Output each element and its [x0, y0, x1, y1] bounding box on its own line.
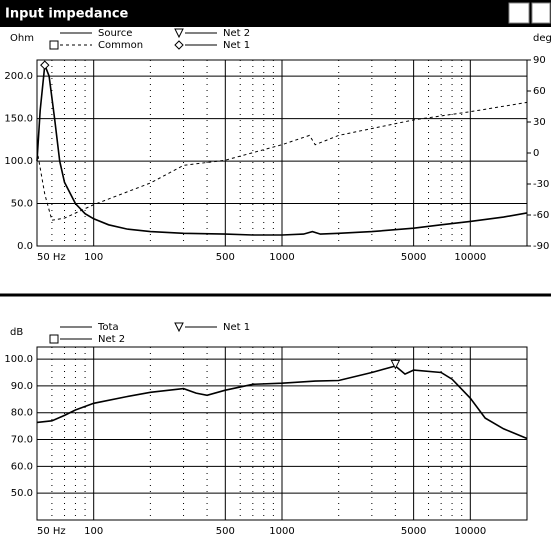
x-tick-label: 500 — [216, 252, 235, 263]
x-tick-label: 1000 — [269, 252, 294, 263]
y-tick-label: 100.0 — [4, 156, 33, 167]
x-tick-label: 10000 — [454, 252, 486, 263]
x-tick-label: 1000 — [269, 526, 294, 537]
x-tick-label: 50 Hz — [37, 526, 66, 537]
y-tick-label: 100.0 — [4, 354, 33, 365]
window-button[interactable] — [508, 2, 530, 24]
series-line — [36, 365, 528, 440]
data-marker — [390, 359, 401, 370]
legend-label: Source — [98, 28, 132, 39]
series-line — [36, 101, 528, 221]
x-tick-label: 100 — [84, 252, 103, 263]
legend-label: Net 1 — [223, 40, 250, 51]
legend-label: Net 1 — [223, 322, 250, 333]
title-bar — [0, 0, 551, 27]
window-title: Input impedance — [5, 7, 129, 22]
y2-tick-label: -30 — [533, 179, 549, 190]
y2-tick-label: -60 — [533, 210, 549, 221]
y-tick-label: 200.0 — [4, 71, 33, 82]
y2-tick-label: 90 — [533, 55, 546, 66]
y2-tick-label: 60 — [533, 86, 546, 97]
legend-marker — [174, 40, 184, 50]
y-tick-label: 60.0 — [11, 461, 33, 472]
series-line — [36, 64, 528, 236]
y2-axis-label: deg — [533, 33, 551, 44]
legend-marker — [174, 28, 184, 39]
y-tick-label: 90.0 — [11, 381, 33, 392]
y-tick-label: 70.0 — [11, 435, 33, 446]
legend-label: Net 2 — [98, 334, 125, 345]
legend-label: Net 2 — [223, 28, 250, 39]
y2-tick-label: -90 — [533, 241, 549, 252]
x-tick-label: 5000 — [401, 526, 426, 537]
x-tick-label: 50 Hz — [37, 252, 66, 263]
y2-tick-label: 30 — [533, 117, 546, 128]
x-tick-label: 10000 — [454, 526, 486, 537]
legend-label: Tota — [97, 322, 119, 333]
y-tick-label: 150.0 — [4, 114, 33, 125]
x-tick-label: 5000 — [401, 252, 426, 263]
y-tick-label: 50.0 — [11, 199, 33, 210]
y-axis-label: dB — [10, 327, 23, 338]
legend-label: Common — [98, 40, 143, 51]
x-tick-label: 100 — [84, 526, 103, 537]
window-button[interactable] — [531, 2, 551, 24]
x-tick-label: 500 — [216, 526, 235, 537]
legend-marker — [174, 322, 184, 333]
y-tick-label: 50.0 — [11, 488, 33, 499]
y-tick-label: 0.0 — [17, 241, 33, 252]
y-tick-label: 80.0 — [11, 408, 33, 419]
legend-marker — [49, 40, 59, 50]
y-axis-label: Ohm — [10, 33, 34, 44]
y2-tick-label: 0 — [533, 148, 539, 159]
legend-marker — [49, 334, 59, 344]
data-marker — [40, 60, 50, 70]
